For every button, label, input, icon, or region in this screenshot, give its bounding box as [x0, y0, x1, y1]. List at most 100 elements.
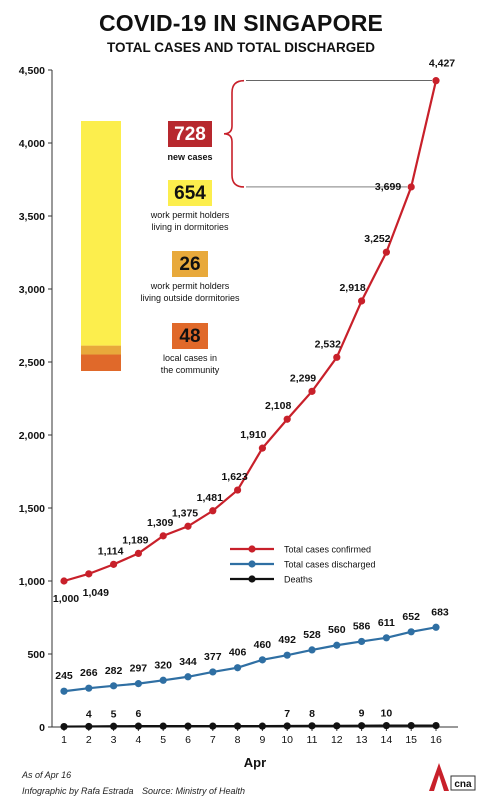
- data-label-confirmed: 2,918: [339, 282, 365, 294]
- data-label-discharged: 586: [353, 620, 371, 632]
- data-label-deaths: 10: [381, 708, 393, 720]
- data-label-deaths: 6: [135, 708, 141, 720]
- data-label-confirmed: 1,623: [221, 471, 247, 483]
- data-point-discharged: [333, 641, 341, 649]
- x-tick-label: 8: [235, 734, 241, 746]
- x-tick-label: 12: [331, 734, 343, 746]
- data-label-confirmed: 1,309: [147, 517, 173, 529]
- x-tick-label: 15: [405, 734, 417, 746]
- data-label-discharged: 406: [229, 647, 247, 659]
- data-point-confirmed: [60, 577, 68, 585]
- data-point-confirmed: [234, 486, 242, 494]
- breakdown-label: living outside dormitories: [140, 293, 240, 303]
- data-point-discharged: [134, 680, 142, 688]
- data-point-deaths: [333, 722, 341, 730]
- data-label-confirmed: 4,427: [429, 58, 455, 70]
- x-tick-label: 13: [356, 734, 368, 746]
- data-point-deaths: [209, 722, 217, 730]
- data-label-discharged: 266: [80, 667, 98, 679]
- chart-subtitle: TOTAL CASES AND TOTAL DISCHARGED: [106, 40, 376, 55]
- data-point-deaths: [382, 721, 390, 730]
- legend-label: Total cases confirmed: [284, 545, 371, 555]
- x-tick-label: 11: [307, 734, 318, 746]
- data-label-discharged: 492: [278, 634, 296, 646]
- infographic-credit: Infographic by Rafa Estrada: [22, 786, 134, 796]
- data-label-confirmed: 3,699: [375, 181, 401, 193]
- data-point-deaths: [134, 722, 142, 730]
- data-point-deaths: [110, 722, 118, 730]
- cna-logo-icon: cna: [429, 763, 476, 791]
- data-label-confirmed: 2,532: [315, 338, 341, 350]
- legend-swatch-point: [248, 575, 256, 583]
- data-label-discharged: 282: [105, 665, 123, 677]
- data-label-discharged: 560: [328, 624, 346, 636]
- data-point-confirmed: [209, 507, 217, 515]
- data-label-deaths: 5: [111, 708, 117, 720]
- data-label-discharged: 611: [378, 617, 395, 629]
- new-cases-value: 728: [174, 124, 206, 145]
- data-label-deaths: 7: [284, 708, 290, 720]
- data-point-deaths: [358, 722, 366, 730]
- breakdown-bar-segment: [81, 121, 121, 346]
- x-tick-label: 6: [185, 734, 191, 746]
- data-point-confirmed: [333, 353, 341, 361]
- data-label-confirmed: 1,049: [83, 587, 109, 599]
- data-point-discharged: [209, 668, 217, 676]
- data-point-discharged: [358, 637, 366, 646]
- y-tick-label: 2,000: [19, 430, 45, 442]
- breakdown-label: local cases in: [163, 353, 217, 363]
- x-tick-label: 2: [86, 734, 92, 746]
- x-tick-label: 4: [135, 734, 141, 746]
- data-point-discharged: [258, 656, 266, 664]
- y-tick-label: 0: [39, 722, 45, 734]
- legend-swatch-point: [248, 560, 256, 568]
- data-label-confirmed: 2,108: [265, 400, 291, 412]
- data-label-discharged: 320: [154, 659, 172, 671]
- chart-title: COVID-19 IN SINGAPORE: [98, 10, 384, 36]
- source-note: Source: Ministry of Health: [142, 786, 246, 796]
- data-label-discharged: 652: [402, 611, 420, 623]
- data-label-deaths: 8: [309, 708, 315, 720]
- x-tick-label: 10: [281, 734, 293, 746]
- data-label-confirmed: 1,114: [98, 545, 124, 557]
- breakdown-value: 654: [174, 183, 206, 204]
- data-point-deaths: [234, 722, 242, 730]
- data-point-deaths: [308, 722, 316, 730]
- new-cases-label: new cases: [167, 152, 212, 162]
- x-tick-label: 9: [259, 734, 265, 746]
- data-label-discharged: 344: [179, 656, 197, 668]
- new-cases-bracket: [223, 79, 245, 188]
- data-point-confirmed: [382, 248, 390, 256]
- data-label-discharged: 683: [431, 606, 449, 618]
- data-point-confirmed: [358, 297, 366, 305]
- data-point-confirmed: [283, 415, 291, 423]
- new-cases-box: [168, 121, 212, 147]
- data-label-deaths: 9: [359, 708, 365, 720]
- data-label-confirmed: 3,252: [364, 233, 390, 245]
- data-point-deaths: [407, 721, 415, 730]
- data-label-confirmed: 1,910: [240, 429, 266, 441]
- breakdown-label: work permit holders: [150, 210, 230, 220]
- data-label-confirmed: 1,481: [197, 492, 223, 504]
- breakdown-label: the community: [161, 365, 220, 375]
- data-label-discharged: 528: [303, 629, 321, 641]
- breakdown-value-box: [168, 180, 212, 206]
- data-point-confirmed: [134, 549, 142, 558]
- data-point-confirmed: [85, 570, 93, 578]
- x-tick-label: 7: [210, 734, 216, 746]
- data-label-discharged: 460: [254, 639, 272, 651]
- y-tick-label: 1,000: [19, 576, 45, 588]
- breakdown-label: living in dormitories: [151, 222, 229, 232]
- data-point-deaths: [184, 722, 192, 730]
- data-point-confirmed: [159, 532, 167, 540]
- data-point-confirmed: [308, 387, 316, 395]
- y-tick-label: 3,500: [19, 211, 45, 223]
- data-label-discharged: 377: [204, 651, 222, 663]
- data-point-deaths: [85, 722, 93, 731]
- data-point-deaths: [432, 721, 440, 730]
- data-point-discharged: [85, 684, 93, 692]
- x-tick-label: 3: [111, 734, 117, 746]
- data-label-confirmed: 2,299: [290, 372, 316, 384]
- data-point-confirmed: [407, 183, 415, 191]
- data-point-deaths: [60, 722, 68, 731]
